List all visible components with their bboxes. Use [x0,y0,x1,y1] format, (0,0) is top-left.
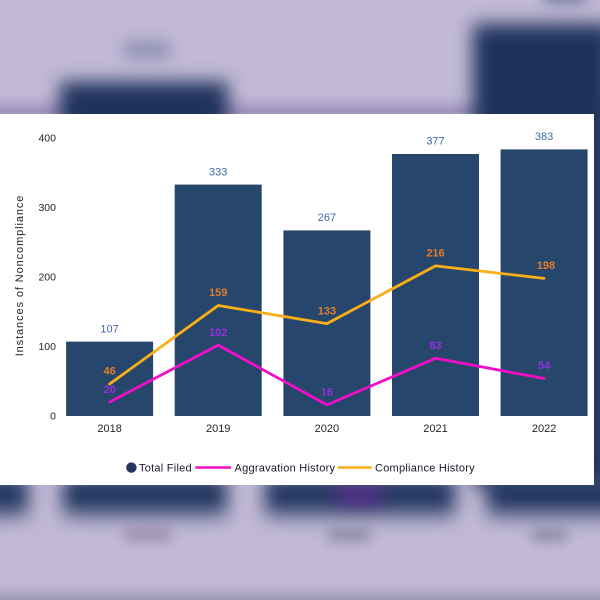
svg-text:46: 46 [103,366,115,378]
svg-text:54: 54 [538,360,551,372]
svg-text:Aggravation History: Aggravation History [235,462,336,474]
svg-text:198: 198 [537,260,555,272]
svg-text:133: 133 [318,305,336,317]
svg-text:102: 102 [209,327,227,339]
svg-text:100: 100 [38,341,56,353]
svg-text:Total Filed: Total Filed [139,462,192,474]
svg-text:400: 400 [38,133,56,145]
svg-text:0: 0 [50,411,56,423]
svg-text:383: 383 [535,131,553,143]
svg-text:377: 377 [426,136,444,148]
svg-text:107: 107 [100,323,118,335]
svg-text:20: 20 [103,384,115,396]
svg-text:83: 83 [429,340,441,352]
svg-text:2020: 2020 [315,423,339,435]
svg-text:159: 159 [209,287,227,299]
svg-text:300: 300 [38,202,56,214]
svg-text:2022: 2022 [532,423,556,435]
svg-text:200: 200 [38,272,56,284]
svg-text:333: 333 [209,166,227,178]
svg-text:2018: 2018 [97,423,121,435]
svg-text:267: 267 [318,212,336,224]
svg-text:Compliance History: Compliance History [375,462,475,474]
svg-text:16: 16 [321,387,333,399]
svg-text:216: 216 [426,248,444,260]
svg-text:Instances of Noncompliance: Instances of Noncompliance [14,195,26,357]
svg-text:2019: 2019 [206,423,230,435]
svg-text:2021: 2021 [423,423,447,435]
